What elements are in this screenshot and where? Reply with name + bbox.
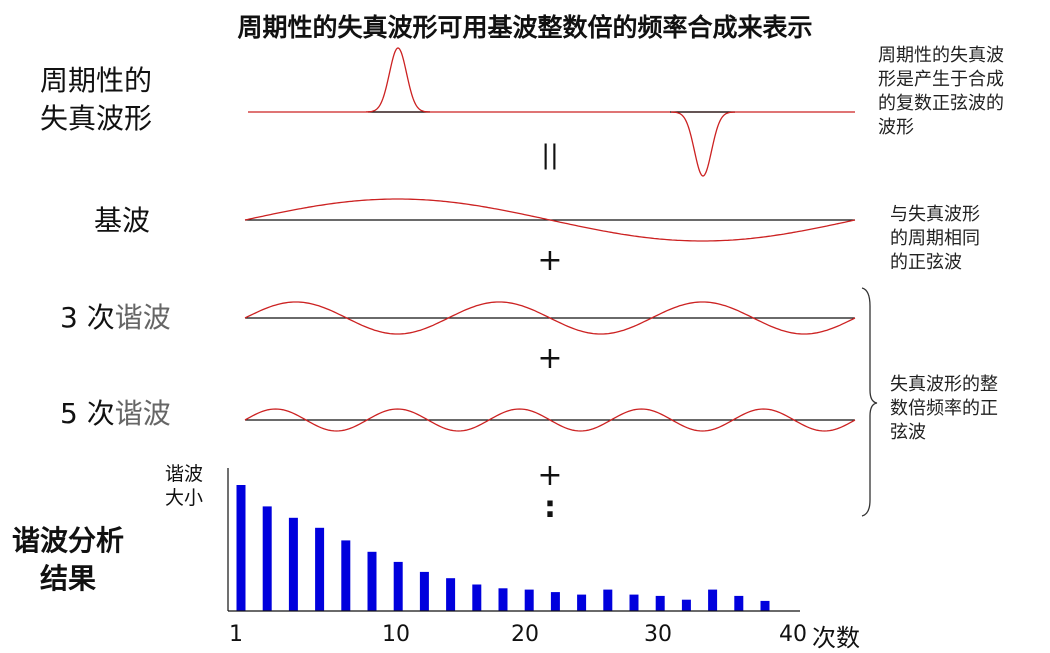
distorted-wave-note-line-4: 波形 <box>878 117 914 138</box>
plus-sign-2: + <box>537 341 563 376</box>
fifth-harmonic-label-prefix: 5 次 <box>60 397 115 430</box>
fifth-harmonic-label-suffix: 谐波 <box>114 397 171 430</box>
distorted-wave-note-line-2: 形是产生于合成 <box>878 69 1004 90</box>
distorted-wave-label-line-2: 失真波形 <box>40 102 153 135</box>
page-title: 周期性的失真波形可用基波整数倍的频率合成来表示 <box>237 13 813 42</box>
tick-label-10: 10 <box>382 622 410 647</box>
fundamental-note-line-3: 的正弦波 <box>890 252 962 273</box>
chart-ylabel-line-2: 大小 <box>165 487 204 509</box>
harmonic-bar <box>393 561 403 611</box>
fifth-harmonic-wave <box>244 408 856 432</box>
harmonic-bar <box>341 540 351 611</box>
equals-sign: || <box>541 140 559 170</box>
harmonic-bar <box>550 592 560 611</box>
distorted-wave-note: 周期性的失真波 形是产生于合成 的复数正弦波的 波形 <box>878 44 1004 140</box>
ellipsis-sign: : <box>544 490 556 525</box>
tick-label-30: 30 <box>644 622 672 647</box>
harmonic-bar <box>315 527 325 611</box>
harmonic-bar <box>681 599 691 611</box>
chart-xlabel: 次数 <box>812 624 860 652</box>
fundamental-note: 与失真波形 的周期相同 的正弦波 <box>890 203 980 275</box>
harmonic-bar <box>498 588 508 611</box>
distorted-wave-note-line-3: 的复数正弦波的 <box>878 93 1004 114</box>
harmonic-bar <box>629 594 639 611</box>
harmonic-bar <box>734 595 744 611</box>
distorted-wave-label: 周期性的 失真波形 <box>40 62 152 138</box>
harmonic-analysis-label-line-1: 谐波分析 <box>12 524 125 557</box>
fifth-harmonic-label: 5 次谐波 <box>60 395 171 433</box>
distorted-wave-label-line-1: 周期性的 <box>40 64 153 97</box>
distorted-wave-note-line-1: 周期性的失真波 <box>878 45 1004 66</box>
harmonic-bar <box>760 600 770 611</box>
third-harmonic-wave <box>244 301 856 335</box>
harmonic-bar <box>708 589 718 611</box>
tick-label-20: 20 <box>511 622 539 647</box>
harmonics-brace <box>861 287 878 517</box>
fundamental-note-line-1: 与失真波形 <box>890 204 980 225</box>
fundamental-note-line-2: 的周期相同 <box>890 228 980 249</box>
fundamental-label: 基波 <box>94 204 151 237</box>
tick-label-40: 40 <box>779 622 807 647</box>
fundamental-wave <box>244 198 856 242</box>
harmonics-note-line-2: 数倍频率的正 <box>890 398 998 419</box>
plus-sign-3: + <box>537 458 563 493</box>
plus-sign-1: + <box>537 243 563 278</box>
harmonic-bar <box>524 589 534 611</box>
harmonics-note-line-3: 弦波 <box>890 422 926 443</box>
chart-ylabel-line-1: 谐波 <box>165 463 204 485</box>
harmonic-bar <box>367 551 377 611</box>
third-harmonic-label-suffix: 谐波 <box>114 301 171 334</box>
harmonics-note-line-1: 失真波形的整 <box>890 374 998 395</box>
harmonic-bar <box>419 571 429 611</box>
harmonic-bar <box>577 594 587 611</box>
distorted-wave-negative-pulse <box>671 111 735 177</box>
harmonic-bar <box>603 589 613 611</box>
harmonics-note: 失真波形的整 数倍频率的正 弦波 <box>890 373 998 445</box>
distorted-wave-positive-pulse <box>366 47 430 113</box>
harmonic-bar <box>472 584 482 611</box>
third-harmonic-label: 3 次谐波 <box>60 299 171 337</box>
harmonic-bar <box>262 506 272 611</box>
harmonic-bar <box>446 578 456 611</box>
chart-ylabel: 谐波 大小 <box>165 462 203 510</box>
harmonic-bar <box>236 485 246 611</box>
third-harmonic-label-prefix: 3 次 <box>60 301 115 334</box>
tick-label-1: 1 <box>229 622 243 647</box>
harmonic-analysis-label-line-2: 结果 <box>40 562 97 595</box>
harmonic-bar <box>288 517 298 611</box>
harmonic-bars <box>236 485 770 611</box>
harmonic-bar <box>655 595 665 611</box>
harmonic-analysis-label: 谐波分析 结果 <box>12 522 124 598</box>
